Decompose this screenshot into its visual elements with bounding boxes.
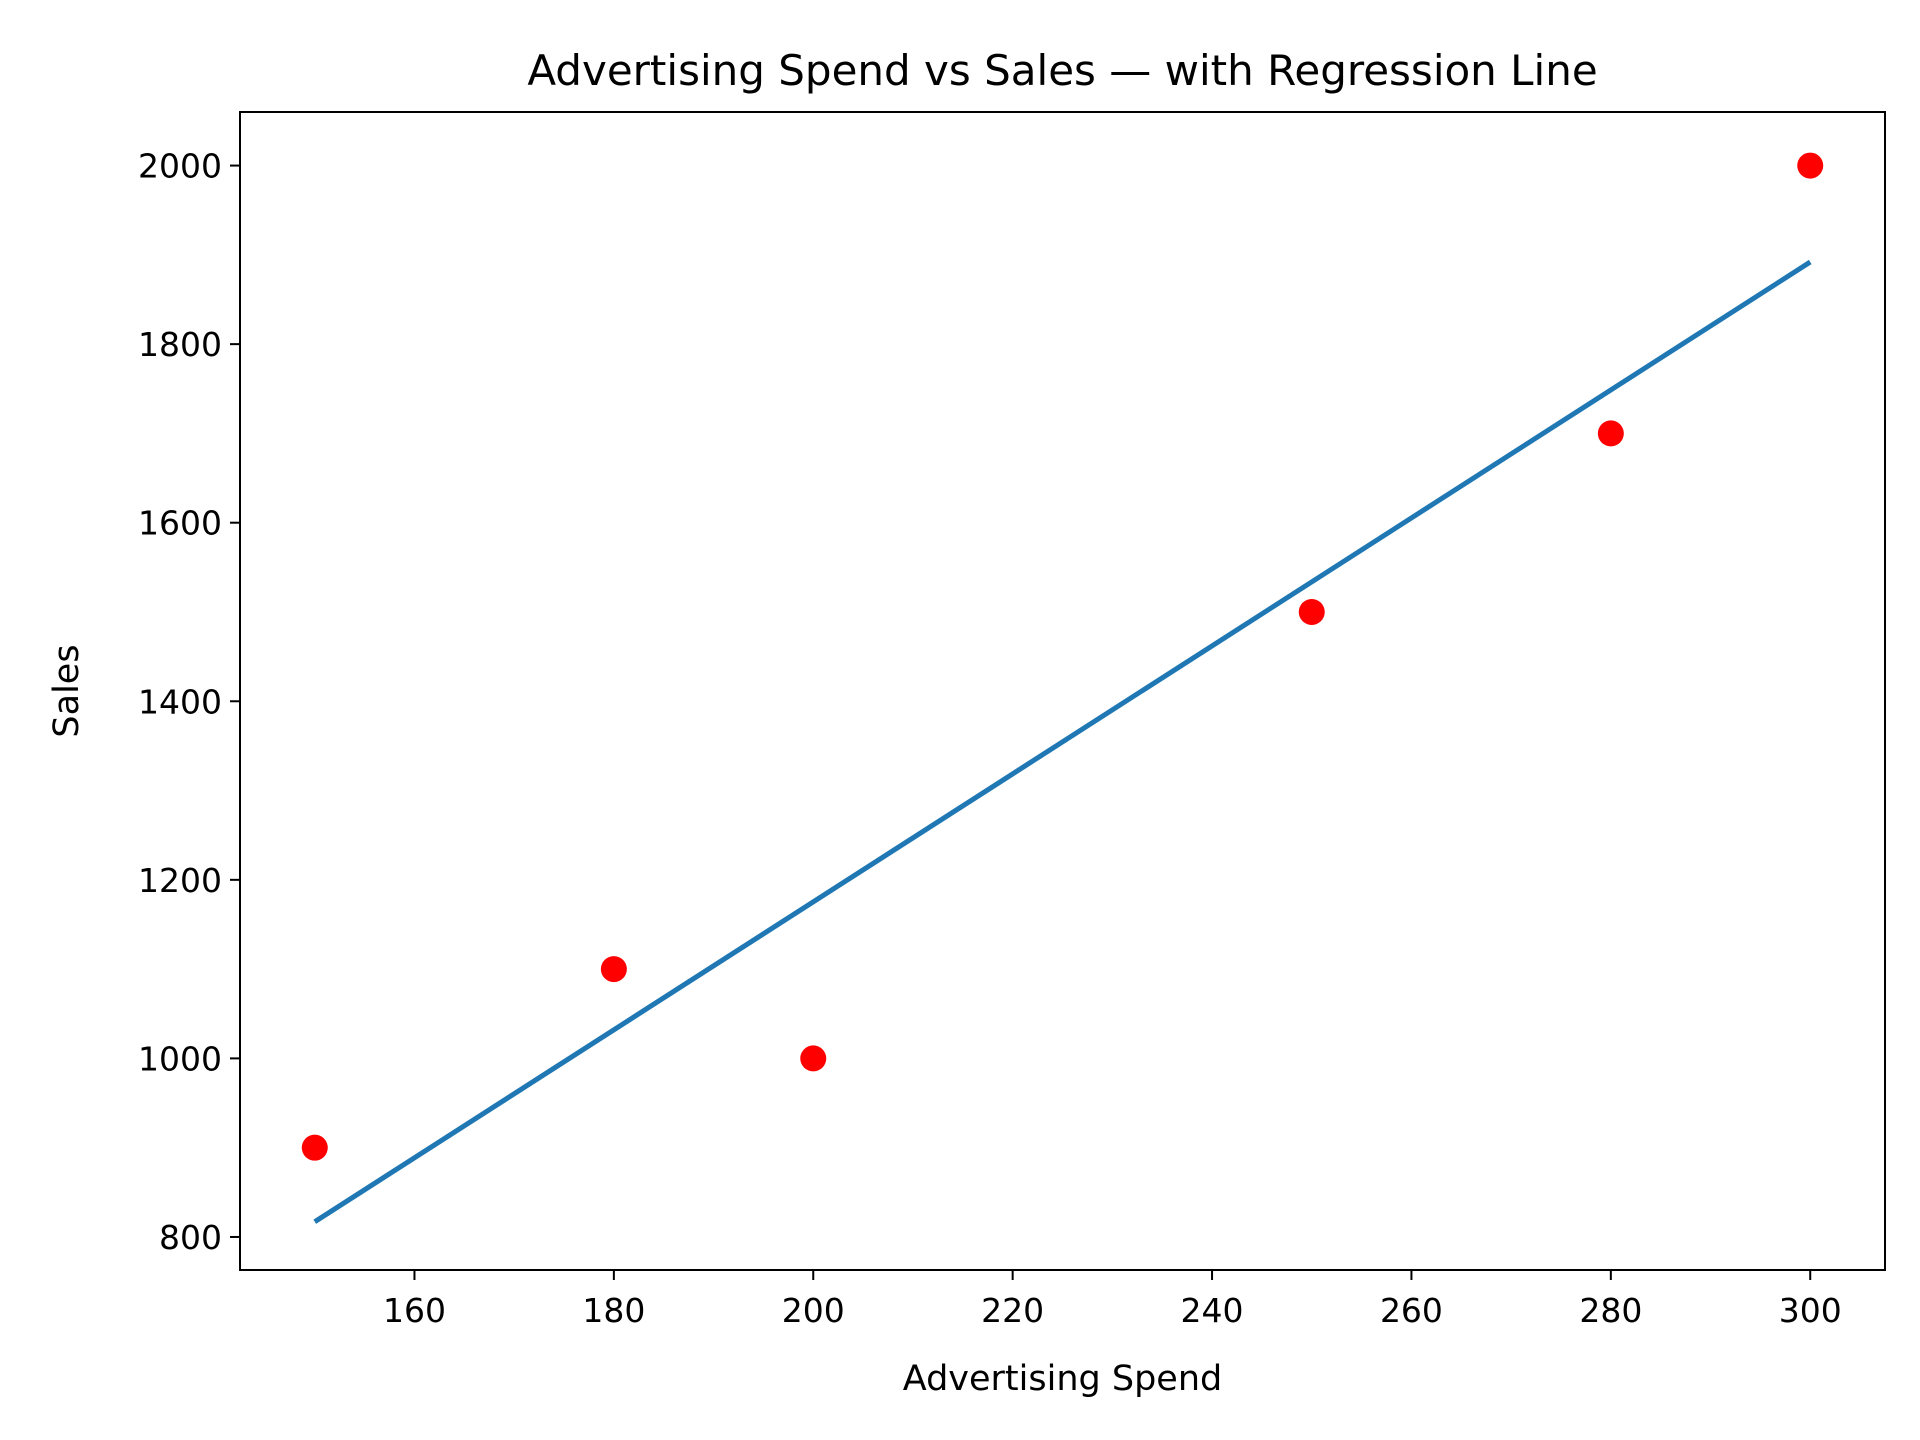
x-tick-label: 300 — [1779, 1291, 1842, 1330]
data-point — [1597, 420, 1624, 447]
x-tick-label: 240 — [1181, 1291, 1244, 1330]
y-tick-label: 1800 — [138, 325, 222, 364]
data-series — [301, 152, 1824, 1224]
x-axis-ticks: 160 180 200 220 240 260 280 300 — [383, 1270, 1842, 1330]
y-tick-label: 2000 — [138, 147, 222, 186]
plot-area-frame — [239, 111, 1886, 1271]
y-tick-label: 1400 — [138, 682, 222, 721]
data-point — [600, 956, 627, 983]
data-point — [301, 1134, 328, 1161]
regression-line — [313, 259, 1812, 1224]
y-tick-label: 1200 — [138, 861, 222, 900]
y-tick-label: 1000 — [138, 1039, 222, 1078]
x-axis-label: Advertising Spend — [903, 1359, 1222, 1399]
x-tick-label: 280 — [1579, 1291, 1642, 1330]
data-point — [800, 1045, 827, 1072]
x-tick-label: 200 — [782, 1291, 845, 1330]
y-tick-label: 1600 — [138, 504, 222, 543]
data-point — [1298, 598, 1325, 625]
y-axis-label: Sales — [47, 644, 87, 737]
x-tick-label: 180 — [582, 1291, 645, 1330]
y-tick-label: 800 — [159, 1218, 222, 1257]
x-tick-label: 160 — [383, 1291, 446, 1330]
x-tick-label: 220 — [981, 1291, 1044, 1330]
y-axis-ticks: 800 1000 1200 1400 1600 1800 2000 — [138, 147, 240, 1257]
data-point — [1797, 152, 1824, 179]
x-tick-label: 260 — [1380, 1291, 1443, 1330]
chart-title: Advertising Spend vs Sales — with Regres… — [527, 46, 1597, 95]
